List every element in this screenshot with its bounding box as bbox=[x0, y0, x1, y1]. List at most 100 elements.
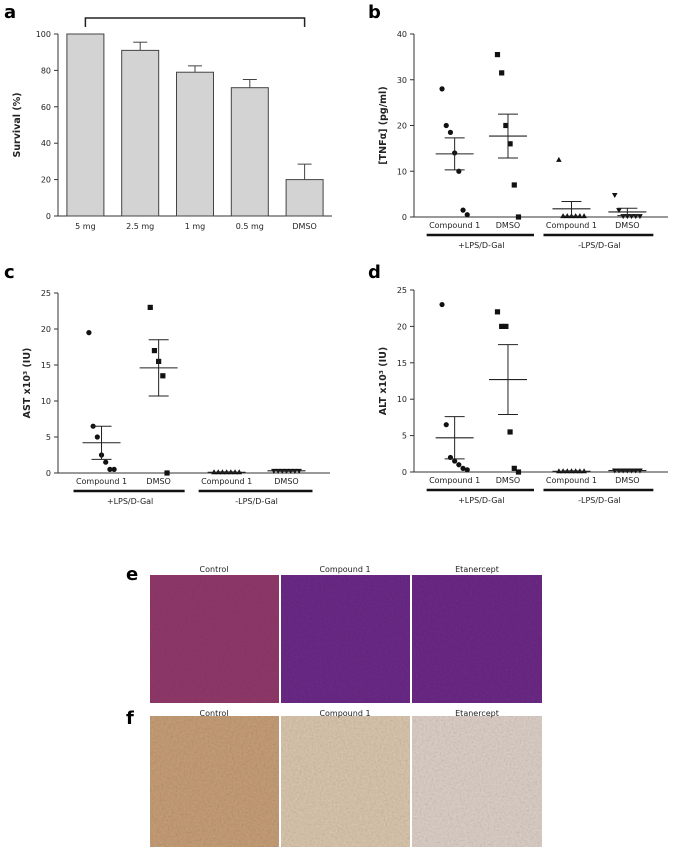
y-tick-label: 20 bbox=[397, 122, 407, 131]
data-point bbox=[637, 214, 643, 220]
data-point bbox=[511, 182, 517, 188]
data-point bbox=[507, 429, 513, 435]
condition-label: +LPS/D-Gal bbox=[107, 497, 153, 506]
data-point bbox=[443, 422, 449, 428]
y-tick-label: 0 bbox=[46, 212, 51, 221]
data-point bbox=[494, 309, 501, 315]
group-label: Compound 1 bbox=[546, 476, 597, 485]
data-point bbox=[507, 141, 513, 147]
histology-red-overlay bbox=[150, 575, 279, 703]
data-point bbox=[515, 214, 522, 220]
y-tick-label: 40 bbox=[41, 139, 51, 148]
y-tick-label: 10 bbox=[41, 397, 51, 406]
ast-scatter-chart: 0 5 10 15 20 25 AST x10³ (IU) Compound 1 DMSO Com… bbox=[22, 289, 330, 506]
data-point bbox=[111, 466, 117, 472]
panel-letter-a: a bbox=[4, 2, 16, 23]
group-label: Compound 1 bbox=[201, 477, 252, 486]
y-tick-label: 0 bbox=[46, 469, 51, 478]
y-tick-label: 100 bbox=[36, 30, 51, 39]
y-tick-label: 20 bbox=[397, 322, 407, 331]
data-point bbox=[556, 156, 562, 162]
y-tick-label: 10 bbox=[397, 167, 407, 176]
y-tick-label: 20 bbox=[41, 325, 51, 334]
y-tick-label: 0 bbox=[402, 213, 407, 222]
histology-image-etanercept-e bbox=[412, 575, 542, 703]
histology-row-f: Control Compound 1 Etanercept bbox=[150, 709, 542, 847]
data-point bbox=[464, 212, 470, 218]
y-tick-label: 15 bbox=[41, 361, 51, 370]
group-label: Compound 1 bbox=[429, 476, 480, 485]
data-point bbox=[611, 193, 618, 199]
y-tick-label: 25 bbox=[397, 286, 407, 295]
data-point bbox=[151, 348, 158, 354]
y-tick-label: 25 bbox=[41, 289, 51, 298]
group-label: DMSO bbox=[615, 476, 639, 485]
y-axis-title: [TNFα] (pg/ml) bbox=[378, 86, 389, 164]
data-point bbox=[515, 469, 522, 475]
bar bbox=[230, 87, 269, 217]
histology-image-compound-f bbox=[281, 716, 410, 847]
category-label: 2.5 mg bbox=[126, 222, 154, 231]
data-point bbox=[439, 86, 445, 92]
category-label: 0.5 mg bbox=[236, 222, 264, 231]
y-axis-title: AST x10³ (IU) bbox=[22, 348, 33, 419]
y-tick-label: 15 bbox=[397, 359, 407, 368]
group-label: Compound 1 bbox=[76, 477, 127, 486]
alt-scatter-chart: 0 5 10 15 20 25 ALT x10³ (IU) Compound 1 DMSO Com… bbox=[378, 286, 668, 505]
y-tick-label: 80 bbox=[41, 66, 51, 75]
group-label: DMSO bbox=[146, 477, 170, 486]
condition-label: -LPS/D-Gal bbox=[578, 496, 621, 505]
y-tick-label: 5 bbox=[46, 433, 51, 442]
data-point bbox=[494, 51, 501, 58]
category-label: 1 mg bbox=[185, 222, 206, 231]
data-point bbox=[160, 373, 166, 379]
data-point bbox=[443, 122, 449, 129]
panel-letter-b: b bbox=[368, 2, 381, 23]
condition-label: +LPS/D-Gal bbox=[458, 241, 504, 250]
data-point bbox=[86, 330, 92, 336]
y-tick-label: 0 bbox=[402, 468, 407, 477]
data-point bbox=[499, 70, 505, 76]
bar bbox=[66, 33, 105, 217]
group-label: DMSO bbox=[496, 221, 520, 230]
data-point bbox=[581, 213, 587, 219]
image-label-control-e: Control bbox=[200, 565, 229, 574]
panel-letter-c: c bbox=[4, 262, 15, 283]
data-point bbox=[464, 467, 470, 473]
y-tick-label: 10 bbox=[397, 395, 407, 404]
group-label: DMSO bbox=[274, 477, 298, 486]
survival-bar-chart: 0 20 40 60 80 100 Survival (%) 5 mg 2.5 mg 1 mg 0.… bbox=[12, 17, 332, 231]
y-tick-label: 20 bbox=[41, 176, 51, 185]
bar bbox=[121, 49, 160, 217]
data-point bbox=[447, 129, 454, 135]
data-point bbox=[460, 465, 466, 471]
category-label: DMSO bbox=[292, 222, 316, 231]
y-tick-label: 40 bbox=[397, 30, 407, 39]
panel-letter-e: e bbox=[126, 564, 138, 585]
data-point bbox=[147, 304, 153, 310]
data-point bbox=[503, 122, 509, 129]
histology-row-e: Control Compound 1 Etanercept bbox=[150, 565, 542, 703]
histology-image-control-f bbox=[150, 716, 279, 847]
data-point bbox=[616, 208, 622, 214]
data-point bbox=[452, 458, 458, 464]
data-point bbox=[456, 462, 462, 468]
data-point bbox=[107, 466, 113, 472]
group-label: DMSO bbox=[496, 476, 520, 485]
y-tick-label: 60 bbox=[41, 103, 51, 112]
bar bbox=[285, 179, 324, 217]
condition-label: -LPS/D-Gal bbox=[235, 497, 278, 506]
data-point bbox=[94, 434, 100, 440]
data-point bbox=[511, 465, 517, 471]
data-point bbox=[503, 323, 509, 329]
data-point bbox=[164, 470, 170, 476]
data-point bbox=[103, 459, 109, 465]
category-label: 5 mg bbox=[75, 222, 96, 231]
group-label: Compound 1 bbox=[429, 221, 480, 230]
panel-letter-f: f bbox=[126, 708, 134, 729]
panel-letter-d: d bbox=[368, 262, 381, 283]
image-label-control-f: Control bbox=[200, 709, 229, 718]
y-axis-title: Survival (%) bbox=[12, 92, 23, 157]
y-tick-label: 5 bbox=[402, 432, 407, 441]
